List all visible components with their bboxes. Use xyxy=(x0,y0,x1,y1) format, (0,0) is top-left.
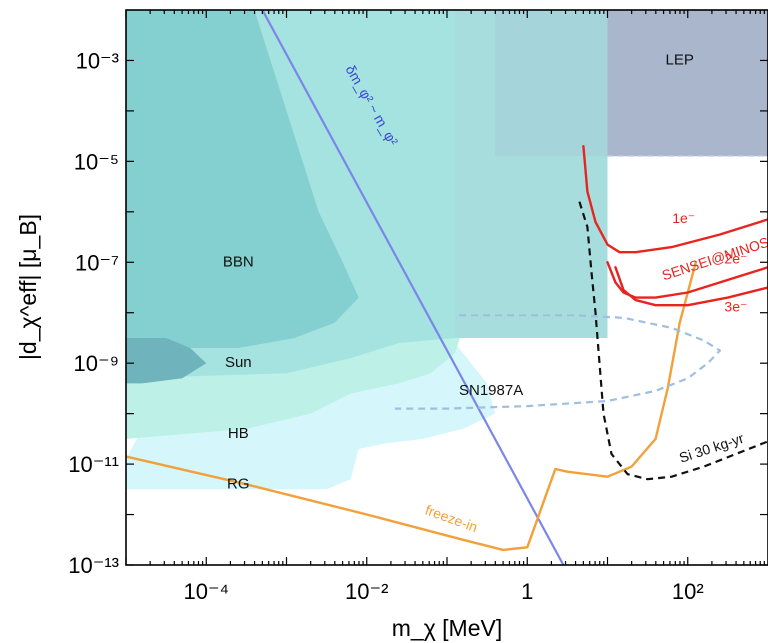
curve-dashed-6 xyxy=(394,314,722,410)
region-area-6 xyxy=(495,10,608,157)
x-tick-label: 10² xyxy=(672,579,704,604)
axis-ticks: 10⁻⁴ 10⁻² 1 10² 10⁻³ 10⁻⁵ 10⁻⁷ 10⁻⁹ 10⁻¹¹ 10⁻¹³ xyxy=(68,10,768,604)
x-axis-label: m_χ [MeV] xyxy=(392,615,503,641)
curves xyxy=(126,10,768,565)
region-area-7 xyxy=(607,10,768,157)
curve-freeze-in xyxy=(126,261,697,552)
region-label-sn1987a: SN1987A xyxy=(459,382,523,399)
curve-label-2e: 2e⁻ xyxy=(724,251,747,267)
curve-1e xyxy=(582,144,768,254)
region-labels: LEP BBN Sun HB RG SN1987A xyxy=(223,51,694,492)
curve-label-1e: 1e⁻ xyxy=(672,210,695,226)
region-area-4 xyxy=(126,10,359,348)
region-area-1 xyxy=(126,257,464,439)
region-label-rg: RG xyxy=(227,475,250,492)
region-area-5 xyxy=(126,338,207,384)
curve-m-2-m-2 xyxy=(261,10,565,565)
y-tick-label: 10⁻³ xyxy=(76,48,119,73)
region-label-bbn: BBN xyxy=(223,253,254,270)
y-tick-label: 10⁻⁵ xyxy=(74,149,119,174)
region-label-sun: Sun xyxy=(225,354,252,371)
y-tick-label: 10⁻⁷ xyxy=(75,250,119,275)
curve-label-freeze-in: freeze-in xyxy=(423,502,480,536)
curve-3e xyxy=(614,266,768,307)
region-label-lep: LEP xyxy=(666,51,694,68)
exclusion-regions xyxy=(126,10,768,490)
y-tick-label: 10⁻¹¹ xyxy=(68,452,119,477)
y-tick-label: 10⁻⁹ xyxy=(73,351,119,376)
x-tick-label: 1 xyxy=(521,579,533,604)
curve-2e xyxy=(606,261,768,299)
y-tick-label: 10⁻¹³ xyxy=(68,553,119,578)
x-tick-label: 10⁻² xyxy=(345,579,388,604)
curve-si-30-kg-yr xyxy=(578,201,768,481)
region-label-hb: HB xyxy=(228,425,249,442)
curve-label-si-30-kg-yr: Si 30 kg-yr xyxy=(677,430,746,466)
y-axis-label: |d_χ^eff| [μ_B] xyxy=(15,214,41,360)
curve-label-3e: 3e⁻ xyxy=(724,298,747,314)
x-tick-label: 10⁻⁴ xyxy=(183,579,229,604)
curve-label-sensei-minos: SENSEI@MINOS xyxy=(660,234,768,284)
